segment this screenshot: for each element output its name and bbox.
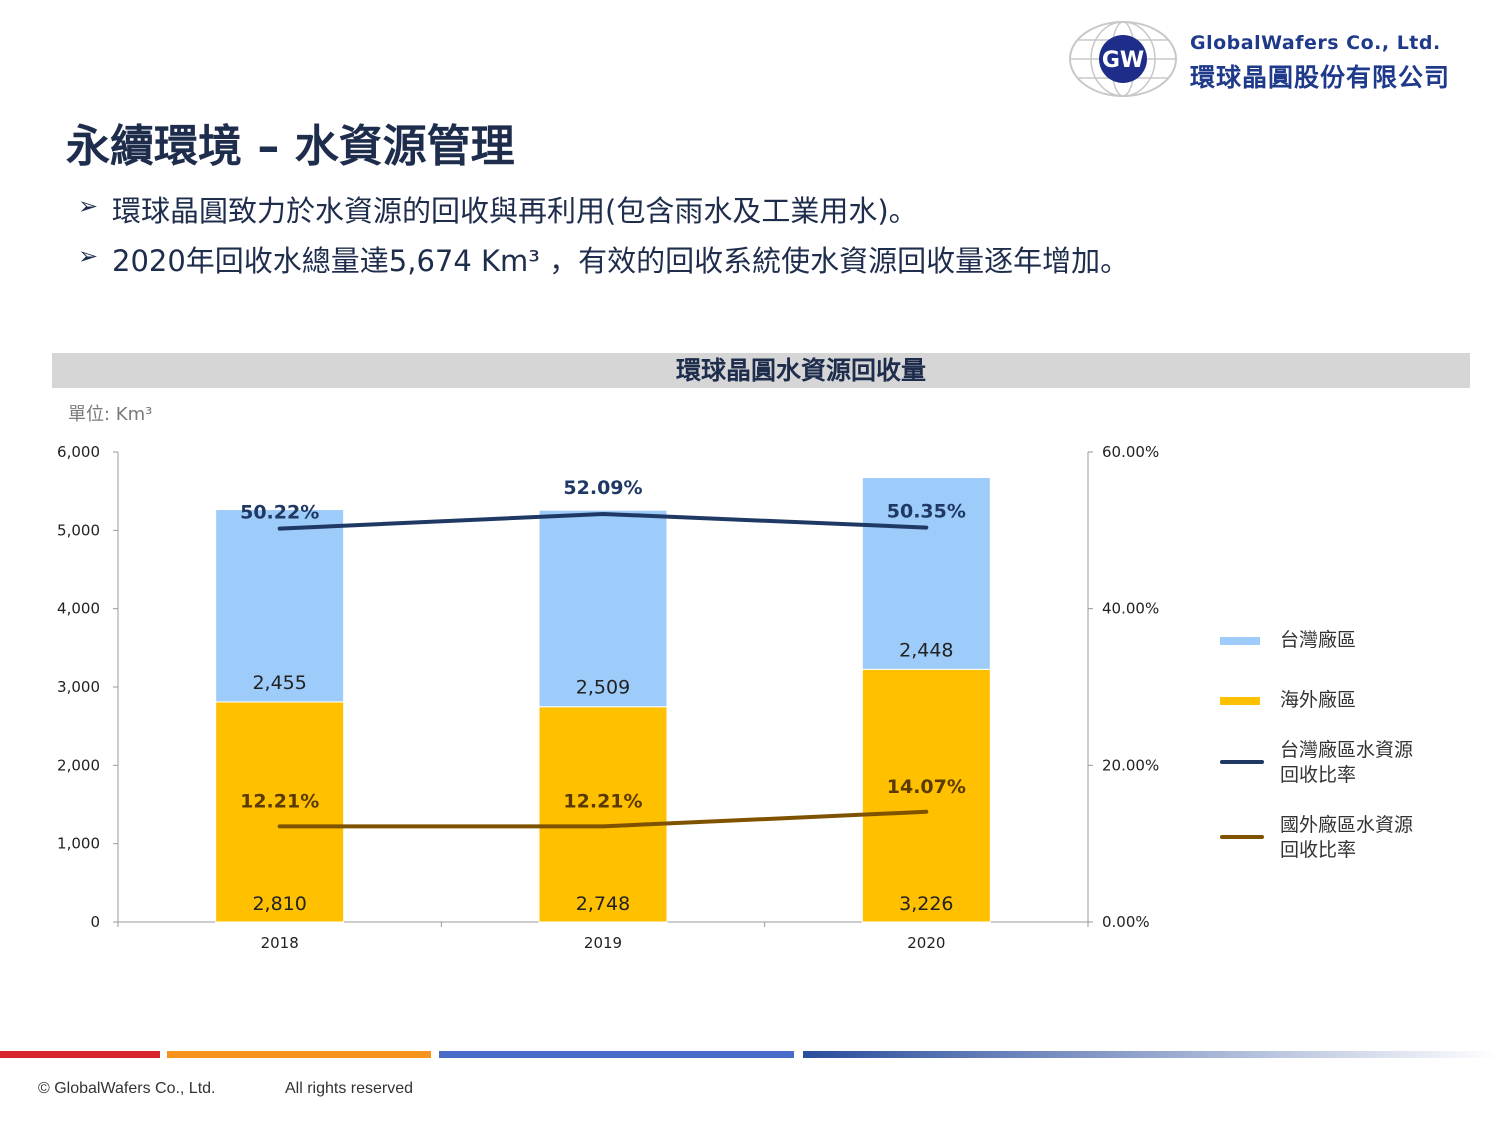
bar-value-label: 2,455 [252, 672, 306, 694]
footer-color-bars [0, 1051, 1500, 1058]
legend-swatch-line [1220, 835, 1264, 839]
x-tick-label: 2020 [907, 934, 945, 952]
line-value-label: 12.21% [240, 790, 319, 812]
bar-value-label: 2,448 [899, 639, 953, 661]
footer-bar-gradient [803, 1051, 1500, 1058]
legend-label: 國外廠區水資源回收比率 [1280, 814, 1414, 861]
chart-title-banner: 環球晶圓水資源回收量 [52, 353, 1470, 388]
x-tick-label: 2018 [261, 934, 299, 952]
bar-value-label: 2,509 [576, 677, 630, 699]
bar-segment [215, 509, 345, 703]
x-tick-label: 2019 [584, 934, 622, 952]
y-tick-label: 0 [90, 913, 100, 931]
water-recycling-chart: 0 1,000 2,000 3,000 4,000 5,000 6,000 0.00% 20.0… [57, 443, 1159, 952]
line-value-label: 52.09% [563, 477, 642, 499]
legend-label: 台灣廠區 [1280, 629, 1357, 651]
line-value-label: 50.22% [240, 502, 319, 524]
series-line [277, 511, 929, 531]
company-name-en: GlobalWafers Co., Ltd. [1190, 32, 1441, 54]
arrow-bullet-icon: ➢ [78, 192, 99, 220]
bullet-item: ➢ 環球晶圓致力於水資源的回收與再利用(包含雨水及工業用水)。 [78, 188, 1478, 238]
footer-bar-blue [439, 1051, 794, 1058]
page-title: 永續環境 – 水資源管理 [66, 121, 515, 172]
y-tick-label: 2,000 [57, 756, 100, 774]
bar-value-label: 3,226 [899, 893, 953, 915]
logo-mark-text: GW [1102, 48, 1144, 73]
line-value-label: 12.21% [563, 790, 642, 812]
y-tick-label: 6,000 [57, 443, 100, 461]
footer-copyright: © GlobalWafers Co., Ltd. [38, 1080, 216, 1097]
y-tick-label: 4,000 [57, 600, 100, 618]
company-name-zh: 環球晶圓股份有限公司 [1190, 63, 1451, 92]
line-value-label: 50.35% [887, 501, 966, 523]
y2-tick-label: 0.00% [1102, 913, 1150, 931]
bar-value-label: 2,810 [252, 893, 306, 915]
y2-tick-label: 40.00% [1102, 600, 1159, 618]
footer-rights: All rights reserved [285, 1080, 414, 1097]
series-line [277, 809, 929, 829]
legend-label: 海外廠區 [1280, 689, 1357, 711]
legend-swatch-bar [1220, 697, 1260, 705]
unit-label: 單位: Km³ [68, 404, 153, 425]
y-tick-label: 5,000 [57, 521, 100, 539]
legend-label: 台灣廠區水資源回收比率 [1280, 739, 1414, 786]
bullet-text: 環球晶圓致力於水資源的回收與再利用(包含雨水及工業用水)。 [112, 194, 918, 228]
bullet-text: 2020年回收水總量達5,674 Km³ ，有效的回收系統使水資源回收量逐年增加… [112, 244, 1130, 278]
bar-value-label: 2,748 [576, 893, 630, 915]
globe-logo-icon: GW [1069, 21, 1177, 97]
bar-segment [861, 477, 991, 670]
line-value-label: 14.07% [887, 776, 966, 798]
legend-swatch-bar [1220, 637, 1260, 645]
arrow-bullet-icon: ➢ [78, 242, 99, 270]
y-tick-label: 1,000 [57, 835, 100, 853]
chart-title: 環球晶圓水資源回收量 [675, 356, 926, 385]
y-tick-label: 3,000 [57, 678, 100, 696]
y2-tick-label: 20.00% [1102, 756, 1159, 774]
y2-tick-label: 60.00% [1102, 443, 1159, 461]
bar-segment [861, 668, 991, 923]
legend-swatch-line [1220, 760, 1264, 764]
bar-segment [538, 509, 668, 708]
bullet-list: ➢ 環球晶圓致力於水資源的回收與再利用(包含雨水及工業用水)。 ➢ 2020年回… [78, 188, 1478, 288]
footer-bar-red [0, 1051, 160, 1058]
bar-segment [538, 706, 668, 923]
bullet-item: ➢ 2020年回收水總量達5,674 Km³ ，有效的回收系統使水資源回收量逐年… [78, 238, 1478, 288]
company-logo: GW GlobalWafers Co., Ltd. 環球晶圓股份有限公司 [1068, 20, 1468, 100]
footer-bar-orange [167, 1051, 431, 1058]
